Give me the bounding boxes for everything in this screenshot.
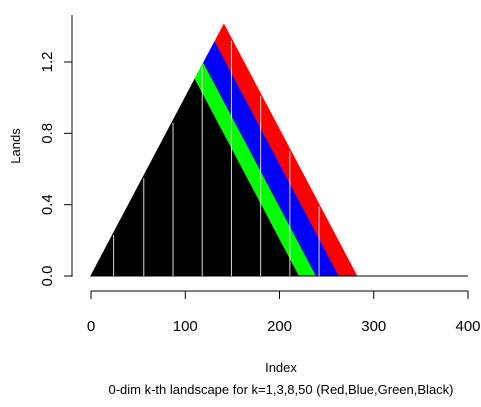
x-tick-label: 300 [361, 318, 386, 335]
series-layer [90, 23, 468, 277]
y-tick-label: 0.0 [39, 266, 56, 287]
x-tick-label: 100 [173, 318, 198, 335]
x-tick-label: 0 [87, 318, 95, 335]
x-ticks: 0 100 200 300 400 [87, 291, 481, 335]
y-axis-label: Lands [8, 128, 23, 164]
chart-caption: 0-dim k-th landscape for k=1,3,8,50 (Red… [108, 382, 453, 397]
y-tick-label: 0.8 [39, 123, 56, 144]
x-axis-label: Index [265, 360, 297, 375]
x-tick-label: 400 [455, 318, 480, 335]
y-tick-label: 0.4 [39, 194, 56, 215]
y-tick-label: 1.2 [39, 52, 56, 73]
index-stripes [113, 40, 320, 276]
x-tick-label: 200 [267, 318, 292, 335]
y-ticks: 0.0 0.4 0.8 1.2 [39, 52, 72, 287]
